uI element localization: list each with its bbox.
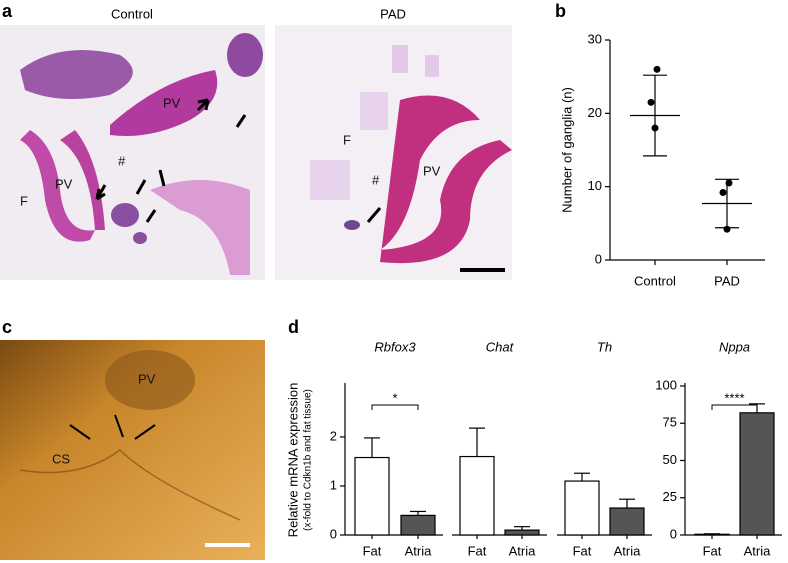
bar — [694, 533, 730, 536]
x-tick-label: Atria — [405, 543, 433, 558]
image-label: # — [372, 172, 380, 187]
y-tick-label: 25 — [663, 489, 677, 504]
y-tick-label: 50 — [663, 452, 677, 467]
x-tick-label: Control — [634, 273, 676, 288]
point — [647, 98, 655, 106]
point — [719, 189, 727, 197]
y-tick-label: 100 — [655, 377, 677, 392]
y-tick-label: 30 — [588, 31, 602, 46]
image-label: # — [118, 153, 126, 168]
x-tick-label: Atria — [744, 543, 772, 558]
bar — [504, 529, 540, 536]
chart-title: Chat — [486, 339, 515, 354]
image-label: PV — [423, 163, 441, 178]
x-tick-label: Fat — [363, 543, 382, 558]
panel-label: c — [2, 317, 12, 337]
histology-control — [0, 25, 265, 280]
significance-bracket — [711, 404, 758, 410]
y-axis-label: Number of ganglia (n) — [559, 87, 574, 213]
significance-label: **** — [724, 390, 744, 405]
y-tick-label: 20 — [588, 105, 602, 120]
significance-bracket — [371, 404, 419, 410]
image-label: PV — [163, 95, 181, 110]
x-tick-label: Atria — [614, 543, 642, 558]
y-axis-sublabel: (x-fold to Cdkn1b and fat tissue) — [303, 389, 314, 531]
y-tick-label: 0 — [595, 251, 602, 266]
chart-title: Nppa — [719, 339, 750, 354]
y-tick-label: 0 — [670, 526, 677, 541]
bar — [739, 412, 775, 536]
x-tick-label: Atria — [509, 543, 537, 558]
photo-heart — [0, 340, 265, 560]
bar — [400, 514, 436, 536]
bar — [459, 455, 495, 536]
significance-label: * — [392, 390, 397, 405]
x-tick-label: Fat — [573, 543, 592, 558]
x-tick-label: Fat — [703, 543, 722, 558]
image-title: PAD — [380, 6, 406, 21]
bar — [354, 456, 390, 536]
chart-title: Th — [597, 339, 612, 354]
image-label: CS — [52, 451, 70, 466]
panel-label: a — [2, 1, 13, 21]
image-title: Control — [111, 6, 153, 21]
panel-label: d — [288, 317, 299, 337]
y-tick-label: 2 — [330, 428, 337, 443]
chart-title: Rbfox3 — [374, 339, 416, 354]
x-tick-label: Fat — [468, 543, 487, 558]
image-label: F — [343, 132, 351, 147]
bar — [609, 507, 645, 536]
y-axis-label: Relative mRNA expression — [285, 383, 300, 538]
point — [653, 65, 661, 73]
image-label: PV — [55, 176, 73, 191]
y-tick-label: 10 — [588, 178, 602, 193]
bar — [564, 480, 600, 536]
y-tick-label: 75 — [663, 415, 677, 430]
image-label: PV — [138, 371, 156, 386]
y-tick-label: 0 — [330, 526, 337, 541]
image-label: F — [20, 193, 28, 208]
x-tick-label: PAD — [714, 273, 740, 288]
histology-pad — [275, 25, 512, 280]
y-tick-label: 1 — [330, 477, 337, 492]
panel-label: b — [555, 1, 566, 21]
